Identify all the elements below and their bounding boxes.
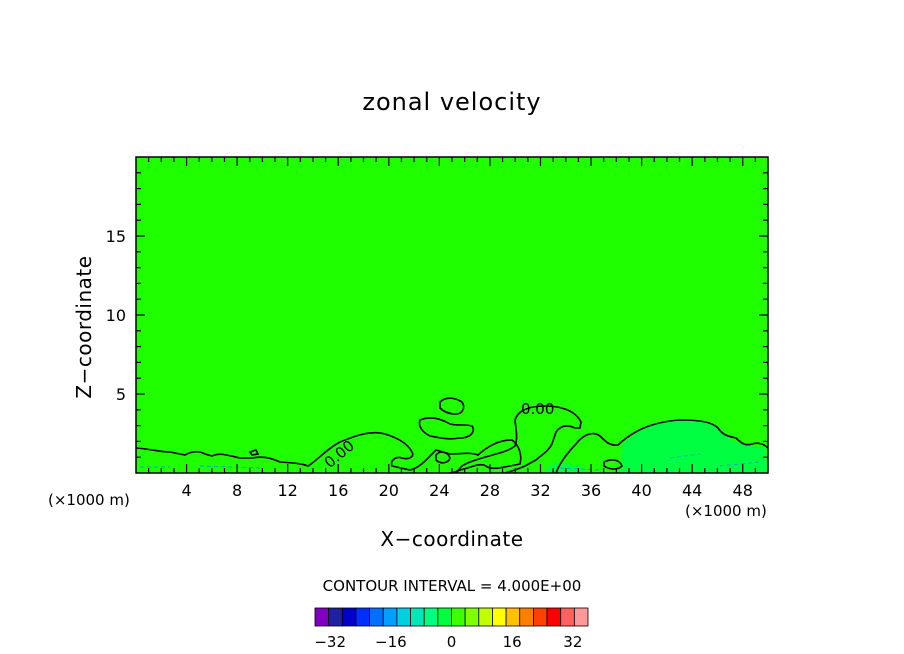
y-tick-label: 10 <box>106 306 126 325</box>
colorbar-swatch <box>560 607 575 627</box>
x-unit-label: (×1000 m) <box>48 491 130 509</box>
colorbar-swatch <box>492 607 507 627</box>
colorbar-swatch <box>396 607 411 627</box>
x-tick-label: 48 <box>733 481 753 500</box>
y-axis: 5 10 15 <box>106 172 768 458</box>
x-axis: 4 8 12 16 20 24 28 32 36 40 44 48 <box>148 157 756 500</box>
colorbar-swatch <box>341 607 357 627</box>
colorbar: −32 −16 0 16 32 <box>314 607 589 651</box>
x-tick-label: 32 <box>530 481 550 500</box>
contour-line <box>555 419 769 474</box>
zero-contours <box>135 397 769 474</box>
colorbar-swatch <box>478 607 493 627</box>
x-unit-label: (×1000 m) <box>685 502 767 520</box>
x-axis-label: X−coordinate <box>380 527 524 551</box>
positive-velocity-region <box>620 420 768 473</box>
contour-line <box>435 451 451 464</box>
x-tick-label: 4 <box>181 481 191 500</box>
colorbar-swatch <box>573 607 589 627</box>
x-tick-label: 20 <box>379 481 399 500</box>
colorbar-swatch <box>355 607 371 627</box>
contour-line <box>439 397 465 415</box>
plot-area: 0.00 0.00 <box>135 156 769 474</box>
colorbar-tick-label: −16 <box>375 633 407 651</box>
x-tick-label: 40 <box>631 481 651 500</box>
contour-label: 0.00 <box>521 400 554 418</box>
contour-line <box>248 449 260 456</box>
colorbar-swatch <box>369 607 384 627</box>
colorbar-swatch <box>328 607 343 627</box>
x-tick-label: 28 <box>480 481 500 500</box>
contour-line <box>669 453 701 459</box>
x-tick-label: 12 <box>278 481 298 500</box>
contour-interval-label: CONTOUR INTERVAL = 4.000E+00 <box>322 577 582 595</box>
velocity-field-background <box>136 157 768 473</box>
colorbar-swatch <box>410 607 425 627</box>
x-tick-label: 24 <box>429 481 449 500</box>
x-tick-label: 44 <box>682 481 702 500</box>
contour-line <box>135 431 522 474</box>
colorbar-swatch <box>505 607 521 627</box>
colorbar-swatch <box>464 607 480 627</box>
x-tick-label: 8 <box>232 481 242 500</box>
colorbar-swatch <box>437 607 452 627</box>
negative-contours <box>140 453 761 471</box>
colorbar-swatch <box>451 607 466 627</box>
y-tick-label: 5 <box>116 385 126 404</box>
colorbar-swatch <box>423 607 439 627</box>
contour-line <box>199 465 261 469</box>
contour-line <box>455 405 582 474</box>
x-tick-label: 36 <box>581 481 601 500</box>
colorbar-tick-label: −32 <box>314 633 346 651</box>
contour-line <box>603 459 623 470</box>
y-tick-label: 15 <box>106 227 126 246</box>
colorbar-tick-label: 16 <box>503 633 522 651</box>
chart-title: zonal velocity <box>362 88 542 116</box>
contour-line <box>418 417 475 440</box>
colorbar-tick-label: 0 <box>447 633 457 651</box>
colorbar-tick-label: 32 <box>563 633 582 651</box>
colorbar-swatch <box>546 607 562 627</box>
colorbar-swatch <box>519 607 534 627</box>
colorbar-swatch <box>382 607 398 627</box>
colorbar-swatch <box>314 607 330 627</box>
colorbar-swatch <box>533 607 548 627</box>
x-tick-label: 16 <box>328 481 348 500</box>
y-axis-label: Z−coordinate <box>72 255 96 399</box>
